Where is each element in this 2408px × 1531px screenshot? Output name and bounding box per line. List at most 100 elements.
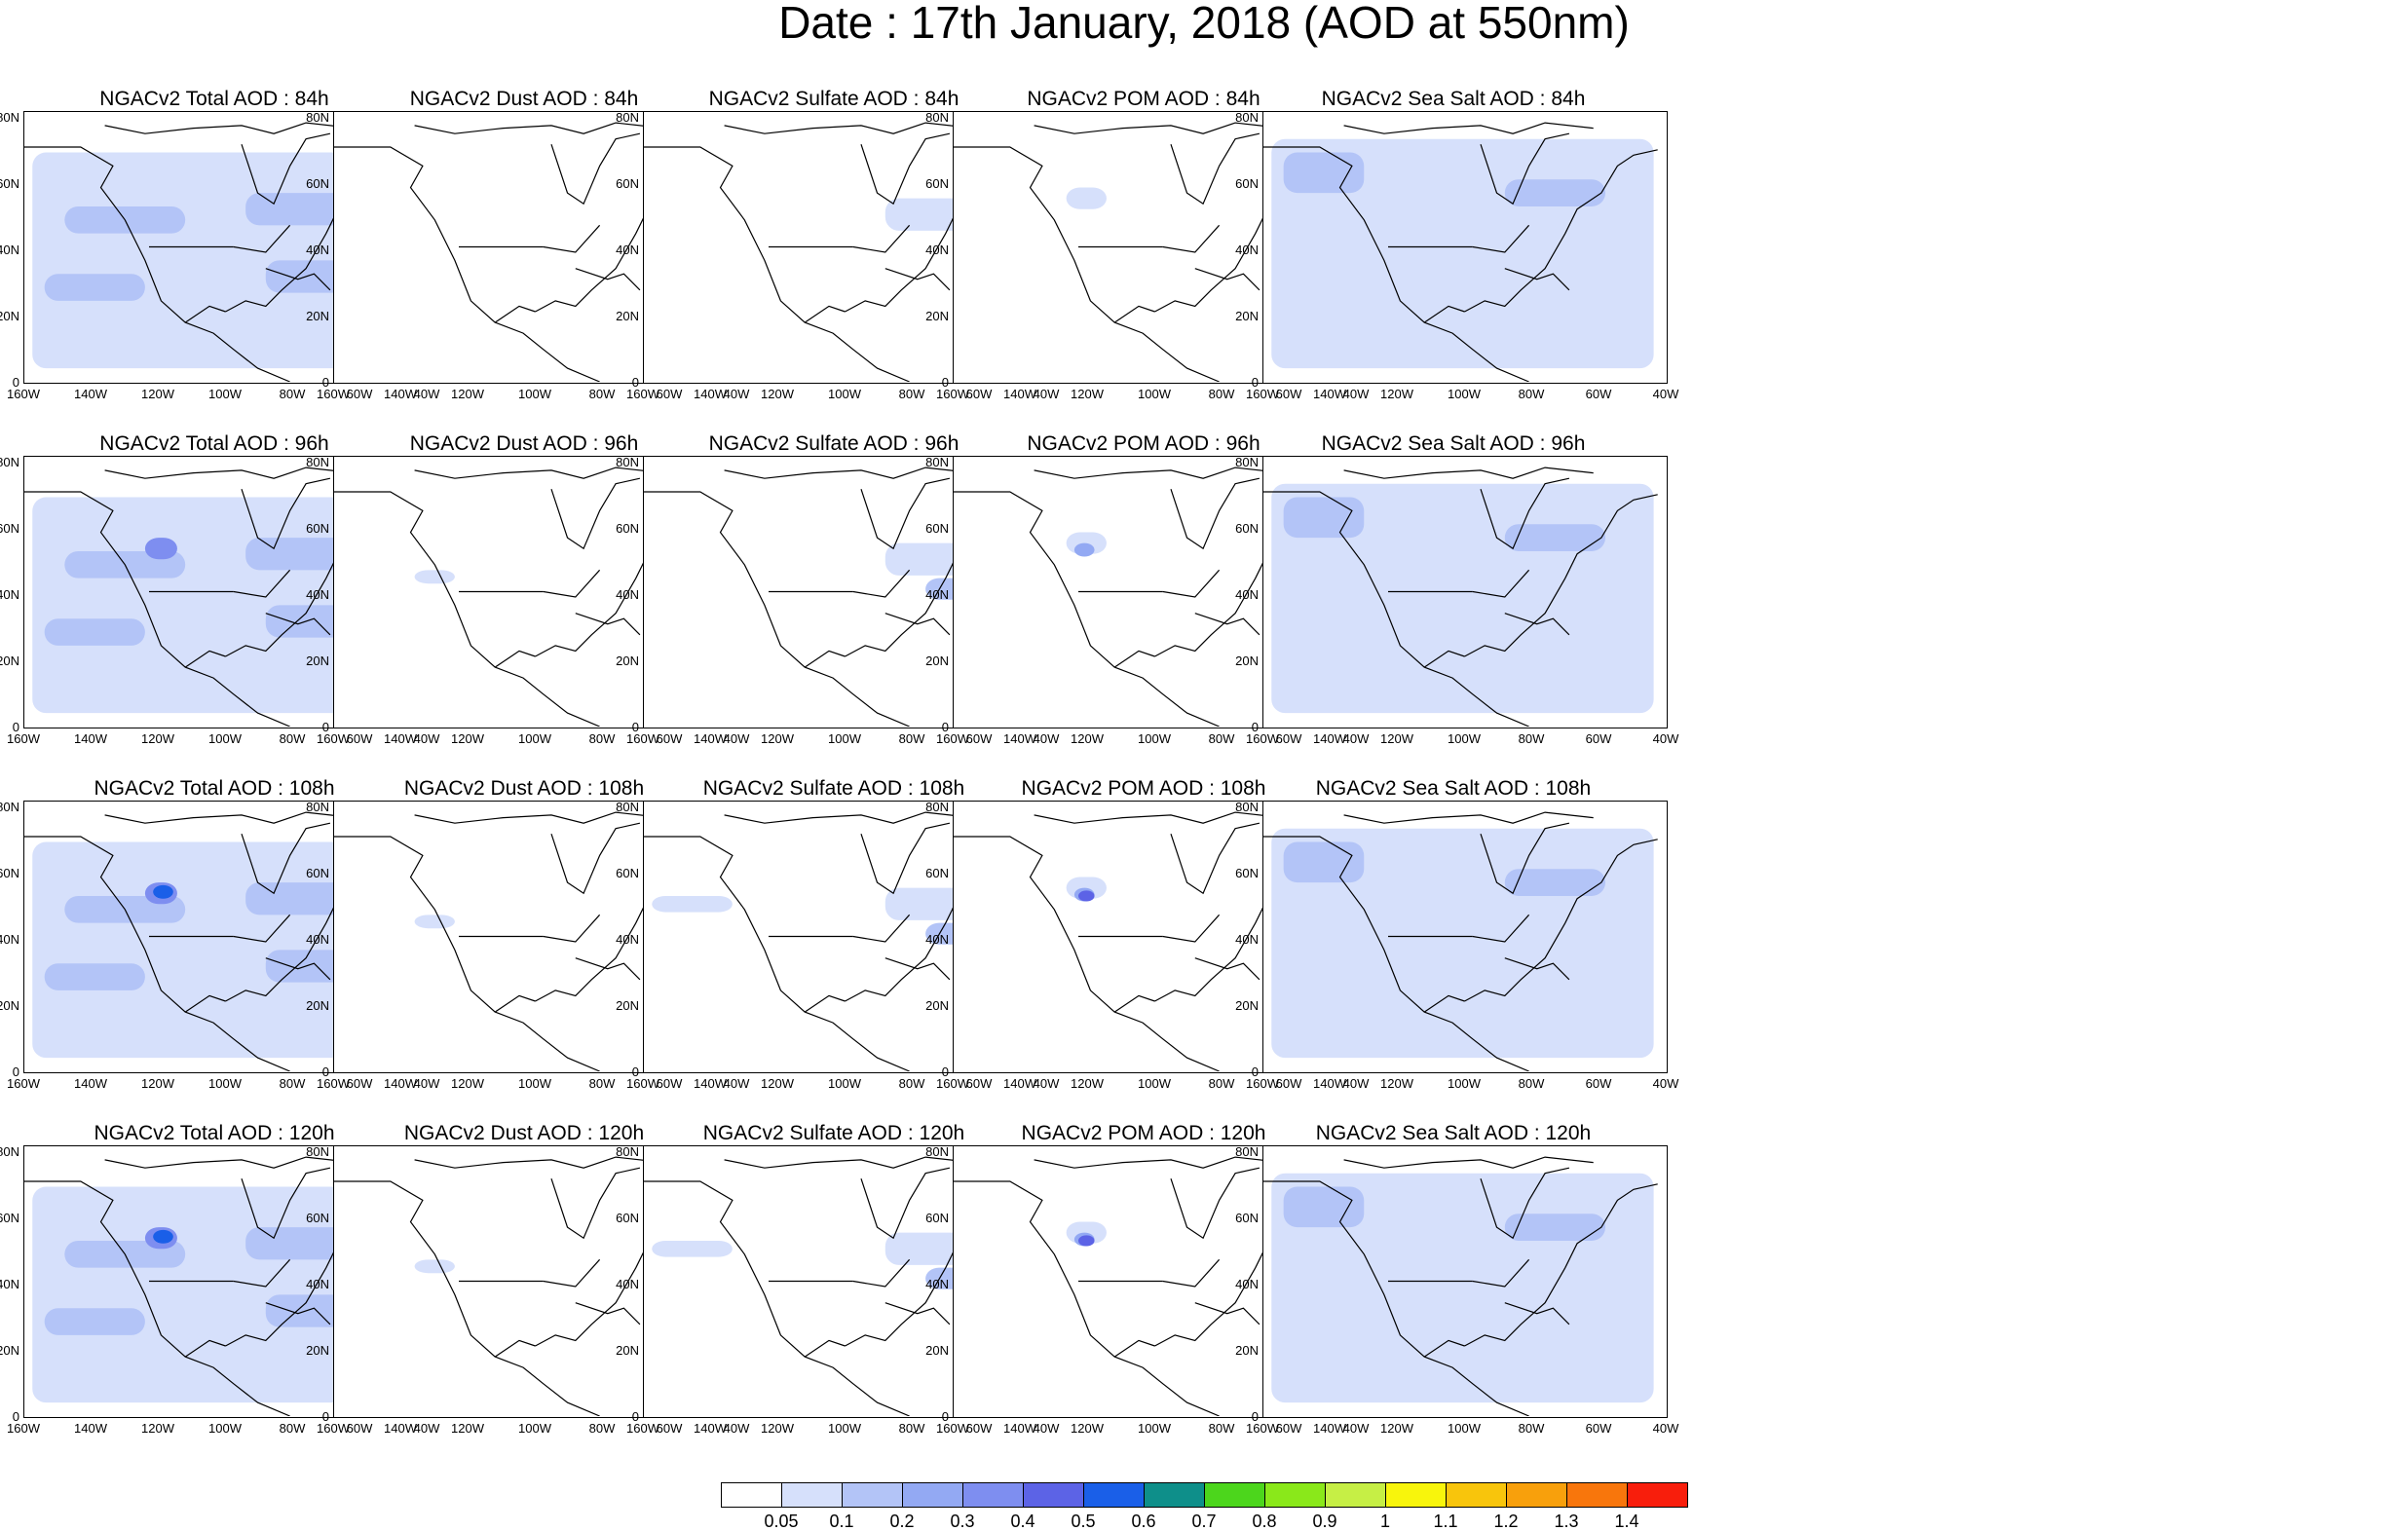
x-tick-label: 160W	[1246, 1421, 1279, 1436]
x-tick-label: 160W	[7, 387, 40, 401]
panel-title: NGACv2 POM AOD : 108h	[1021, 777, 1266, 800]
panel-title: NGACv2 Dust AOD : 120h	[403, 1122, 645, 1144]
coastline	[1263, 1180, 1529, 1416]
map-panel-total-120h: NGACv2 Total AOD : 120h80N60N40N20N0160W…	[0, 1122, 439, 1436]
y-tick-label: 40N	[0, 587, 19, 602]
y-tick-label: 20N	[1235, 998, 1259, 1013]
coastline	[1194, 1302, 1260, 1326]
y-tick-label: 40N	[925, 587, 949, 602]
x-tick-label: 40W	[1342, 1076, 1370, 1091]
colorbar-swatch	[781, 1482, 843, 1508]
y-tick-label: 40N	[925, 932, 949, 947]
coastline	[1472, 224, 1530, 253]
y-tick-label: 20N	[1235, 653, 1259, 668]
coastline	[644, 146, 910, 382]
x-tick-label: 80W	[898, 1076, 925, 1091]
coastline	[104, 122, 355, 134]
aod-field	[884, 198, 966, 231]
x-tick-label: 80W	[898, 1421, 925, 1436]
x-tick-label: 120W	[1071, 731, 1104, 746]
x-tick-label: 60W	[346, 1076, 373, 1091]
colorbar-swatch	[1023, 1482, 1084, 1508]
x-tick-label: 60W	[656, 1421, 683, 1436]
y-tick-label: 0	[941, 1409, 949, 1424]
y-tick-label: 60N	[306, 176, 329, 191]
map-panel-sea-salt-84h: NGACv2 Sea Salt AOD : 84h 80N 60N 40N 20N 0 16…	[1235, 88, 1678, 401]
colorbar-label: 0.8	[1252, 1512, 1277, 1531]
aod-field	[414, 1259, 455, 1274]
y-tick-label: 60N	[925, 176, 949, 191]
y-tick-label: 60N	[0, 1211, 19, 1225]
x-tick-label: 60W	[965, 731, 993, 746]
x-tick-label: 40W	[723, 387, 750, 401]
coastline	[1504, 268, 1570, 291]
aod-field	[884, 887, 966, 920]
x-tick-label: 100W	[1448, 1421, 1481, 1436]
coastline	[494, 305, 536, 323]
x-tick-label: 120W	[1380, 731, 1413, 746]
coastline	[184, 994, 226, 1013]
x-tick-label: 60W	[346, 387, 373, 401]
y-tick-label: 20N	[0, 309, 19, 323]
x-tick-label: 40W	[723, 731, 750, 746]
aod-map	[644, 122, 1038, 382]
aod-field	[1283, 497, 1365, 539]
coastline	[1263, 491, 1529, 727]
y-tick-label: 20N	[925, 653, 949, 668]
y-tick-label: 80N	[306, 110, 329, 125]
y-tick-label: 40N	[616, 243, 639, 257]
coastline	[1034, 1156, 1284, 1169]
y-tick-label: 60N	[0, 521, 19, 536]
coastline	[860, 1167, 951, 1240]
coastline	[954, 836, 1220, 1071]
x-tick-label: 120W	[1071, 1076, 1104, 1091]
x-tick-label: 40W	[1342, 731, 1370, 746]
x-tick-label: 60W	[1585, 1076, 1612, 1091]
coastline	[24, 491, 290, 727]
aod-map	[954, 122, 1348, 382]
colorbar-swatch	[1144, 1482, 1205, 1508]
coastline	[550, 132, 641, 205]
x-tick-label: 160W	[1246, 1076, 1279, 1091]
coastline	[184, 1339, 226, 1358]
x-tick-label: 120W	[1380, 387, 1413, 401]
y-tick-label: 60N	[1235, 1211, 1259, 1225]
x-tick-label: 80W	[588, 1076, 616, 1091]
x-tick-label: 60W	[1585, 387, 1612, 401]
y-tick-label: 20N	[306, 653, 329, 668]
colorbar-swatch	[1566, 1482, 1628, 1508]
x-tick-label: 80W	[898, 387, 925, 401]
x-tick-label: 80W	[1208, 731, 1235, 746]
panel-title: NGACv2 Sea Salt AOD : 120h	[1315, 1122, 1592, 1144]
y-tick-label: 0	[1251, 375, 1259, 390]
x-tick-label: 80W	[279, 1421, 306, 1436]
coastline	[334, 146, 600, 382]
aod-field	[884, 1232, 966, 1265]
x-tick-label: 140W	[384, 387, 417, 401]
y-tick-label: 80N	[616, 1144, 639, 1159]
y-tick-label: 80N	[1235, 800, 1259, 814]
x-tick-label: 140W	[74, 1076, 107, 1091]
y-tick-label: 0	[941, 375, 949, 390]
y-tick-label: 40N	[0, 1277, 19, 1291]
coastline	[414, 1156, 664, 1169]
aod-field	[1504, 524, 1606, 551]
x-tick-label: 160W	[317, 731, 350, 746]
x-tick-label: 100W	[1448, 731, 1481, 746]
y-tick-label: 80N	[306, 800, 329, 814]
panel-title: NGACv2 Sea Salt AOD : 96h	[1321, 432, 1586, 455]
y-tick-label: 40N	[1235, 932, 1259, 947]
aod-field	[414, 570, 455, 584]
x-tick-label: 120W	[451, 731, 484, 746]
x-tick-label: 80W	[588, 1421, 616, 1436]
y-tick-label: 40N	[306, 587, 329, 602]
panel-title: NGACv2 Total AOD : 96h	[99, 432, 329, 455]
y-tick-label: 40N	[1235, 587, 1259, 602]
aod-map	[644, 1156, 1038, 1416]
y-tick-label: 20N	[0, 998, 19, 1013]
aod-map	[1263, 1156, 1658, 1416]
y-tick-label: 40N	[1235, 243, 1259, 257]
x-tick-label: 100W	[1448, 387, 1481, 401]
x-tick-label: 120W	[1380, 1421, 1413, 1436]
coastline	[1034, 467, 1284, 479]
